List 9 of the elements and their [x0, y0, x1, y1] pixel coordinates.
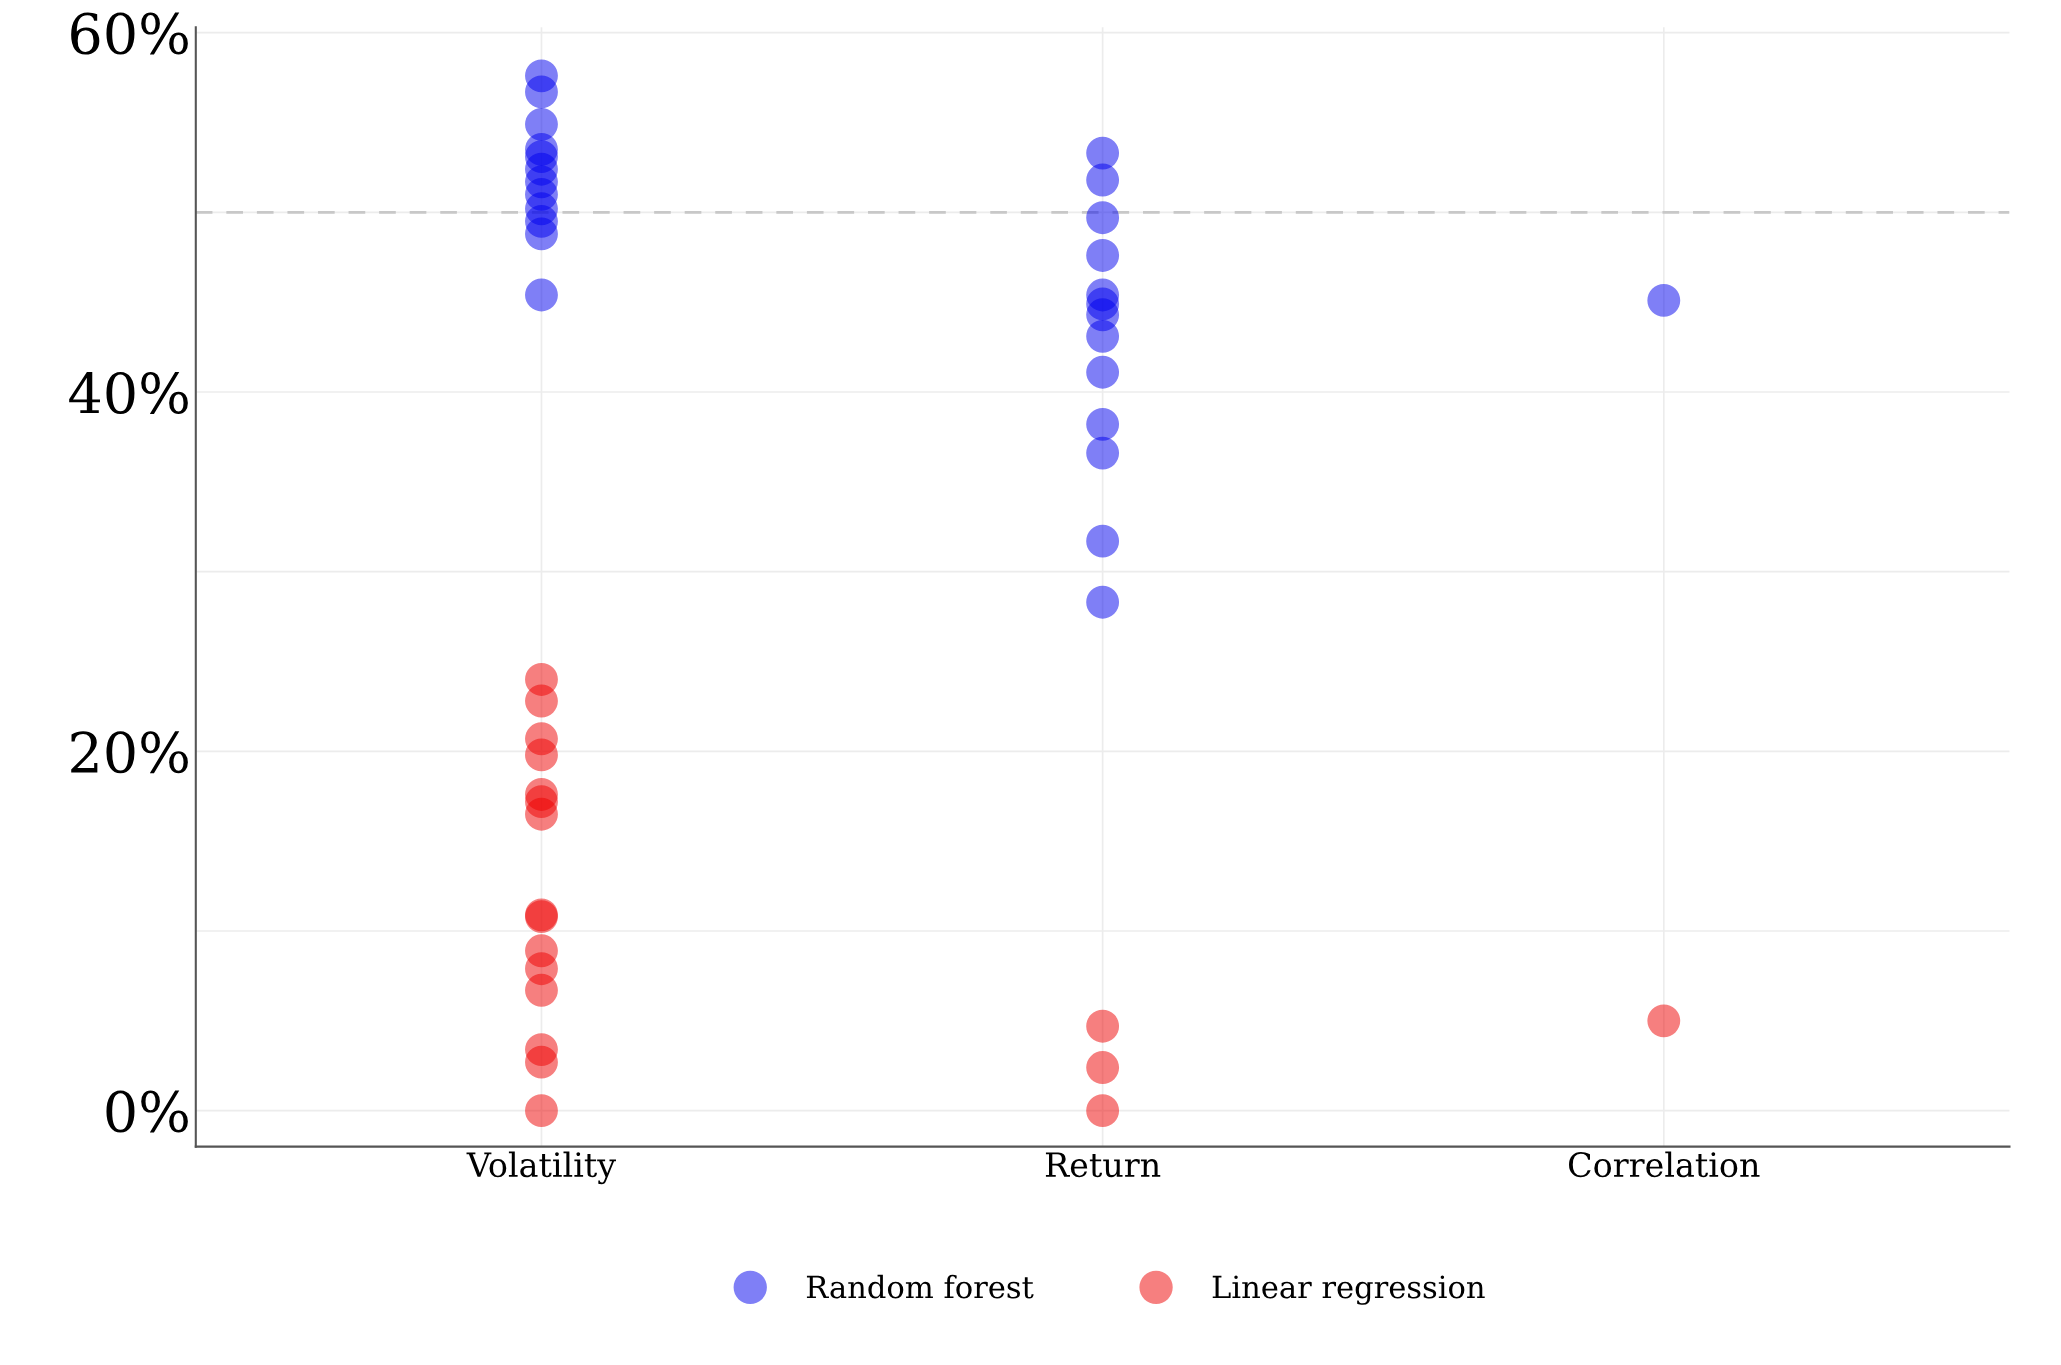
x-tick-label: Correlation — [1569, 1151, 1760, 1178]
y-tick-label: 40% — [69, 371, 188, 414]
legend-label: Random forest — [806, 1274, 1034, 1299]
y-tick-label: 20% — [71, 731, 188, 774]
x-tick-label: Volatility — [466, 1151, 616, 1185]
y-tick-label: 0% — [106, 1090, 188, 1133]
legend-label: Linear regression — [1212, 1275, 1485, 1305]
y-tick-label: 60% — [71, 12, 188, 55]
x-tick-label: Return — [1045, 1152, 1161, 1178]
